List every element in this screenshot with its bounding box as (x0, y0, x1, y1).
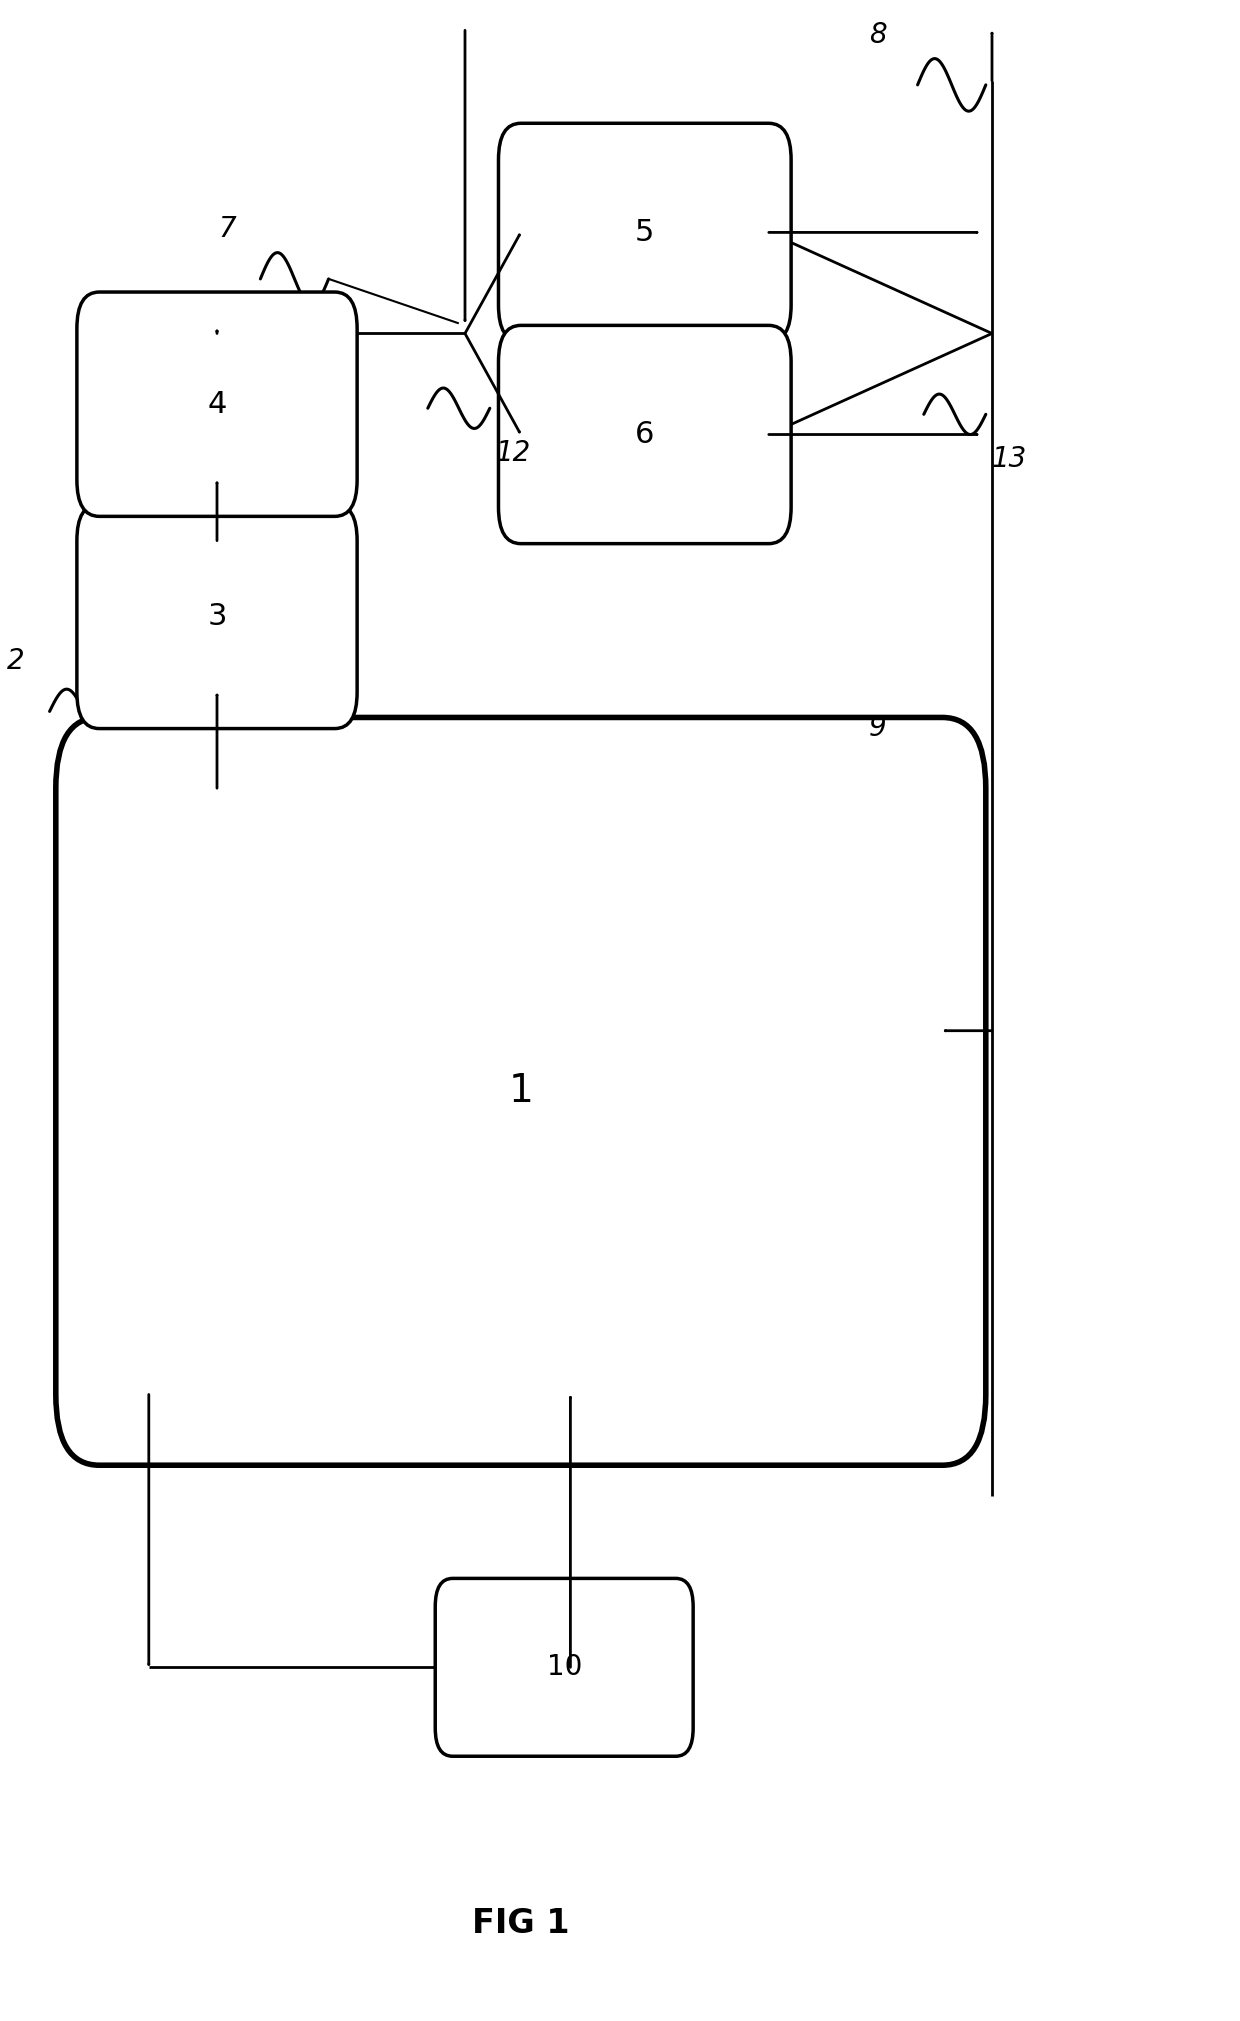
Text: 7: 7 (218, 214, 236, 243)
FancyBboxPatch shape (77, 505, 357, 730)
FancyBboxPatch shape (498, 325, 791, 544)
Text: 4: 4 (207, 390, 227, 418)
Text: 8: 8 (869, 20, 887, 49)
Text: 12: 12 (496, 439, 531, 467)
Text: 3: 3 (207, 602, 227, 631)
Text: 10: 10 (547, 1653, 582, 1681)
Text: 2: 2 (7, 647, 25, 675)
Text: FIG 1: FIG 1 (472, 1908, 569, 1940)
FancyBboxPatch shape (77, 293, 357, 515)
FancyBboxPatch shape (498, 123, 791, 342)
Text: 6: 6 (635, 420, 655, 449)
Text: 13: 13 (992, 445, 1027, 473)
Text: 5: 5 (635, 218, 655, 247)
Text: 9: 9 (869, 713, 887, 742)
FancyBboxPatch shape (435, 1578, 693, 1756)
Text: 1: 1 (508, 1073, 533, 1110)
FancyBboxPatch shape (56, 717, 986, 1465)
